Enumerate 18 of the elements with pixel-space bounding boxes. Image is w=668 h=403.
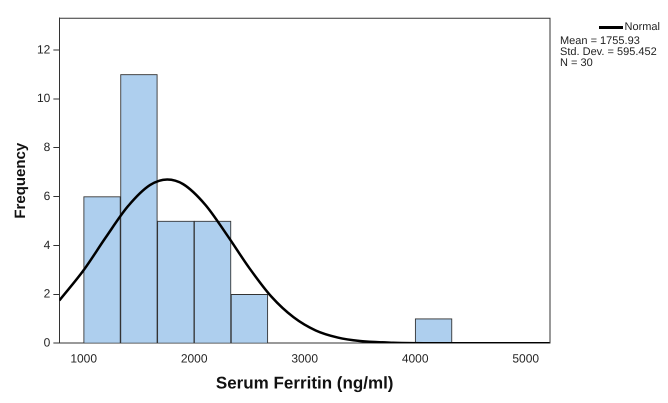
x-tick-label: 2000 [180,352,208,366]
y-tick-label: 0 [44,336,51,350]
y-tick-label: 6 [44,188,51,203]
text: N = 30 [560,57,594,69]
y-tick-label: 4 [44,238,51,252]
y-tick-label: 2 [44,286,51,301]
y-tick-label: 10 [36,91,51,106]
x-tick-label: 3000 [291,352,318,366]
x-tick-label: 4000 [402,352,429,366]
text: Mean = 1755.93 [560,35,641,47]
legend-label: Normal [624,21,660,33]
x-axis-title: Serum Ferritin (ng/ml) [216,373,394,392]
x-tick-label: 1000 [70,352,98,366]
y-tick-label: 8 [44,140,51,154]
y-axis-title: Frequency [12,142,30,219]
y-tick-label: 12 [36,42,51,56]
text: Std. Dev. = 595.452 [560,46,658,58]
x-tick-label: 5000 [512,352,540,366]
